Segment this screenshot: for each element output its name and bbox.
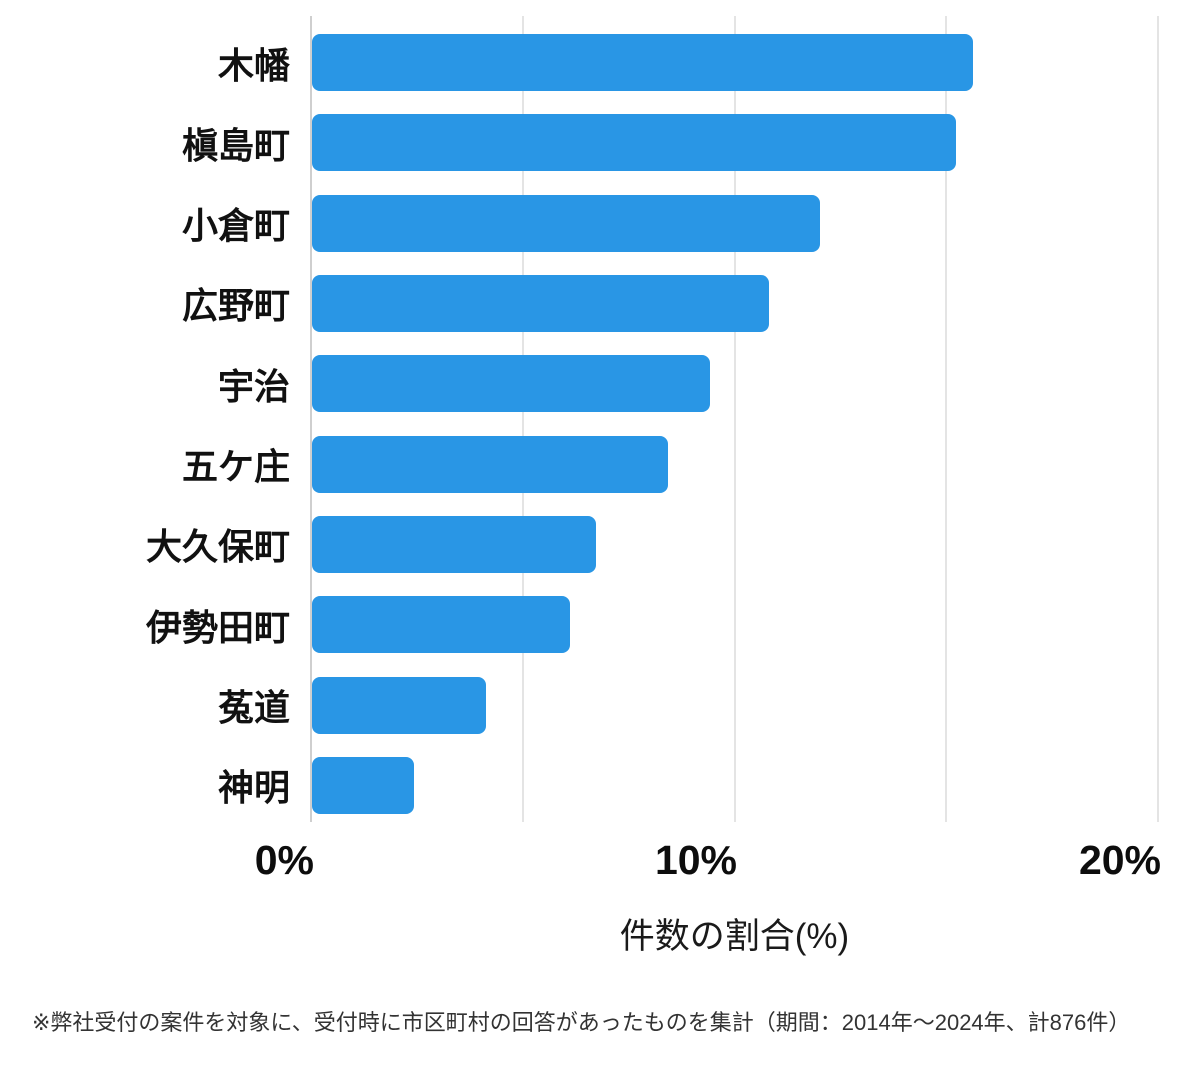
footnote-text: ※弊社受付の案件を対象に、受付時に市区町村の回答があったものを集計（期間：201…: [32, 1010, 1131, 1035]
x-tick-label-10: 10%: [654, 837, 737, 883]
gridline: [733, 16, 736, 822]
bar: [312, 676, 486, 734]
gridline: [1157, 16, 1159, 822]
category-label: 木幡: [217, 44, 290, 86]
category-label: 広野町: [181, 285, 290, 327]
category-label: 伊勢田町: [145, 606, 290, 648]
bar: [312, 274, 770, 332]
bar: [312, 515, 596, 573]
y-axis-line: [310, 16, 312, 822]
category-label: 菟道: [217, 687, 290, 729]
bar: [312, 34, 973, 91]
category-label: 神明: [217, 767, 290, 809]
category-label: 五ケ庄: [181, 446, 290, 488]
x-tick-label-20: 20%: [1078, 837, 1161, 883]
bar: [312, 596, 571, 654]
bar: [312, 114, 956, 172]
bar: [312, 355, 711, 413]
category-label: 槇島町: [181, 124, 290, 166]
category-label: 大久保町: [145, 526, 290, 568]
x-axis-title: 件数の割合(%): [619, 917, 850, 956]
category-label: 小倉町: [181, 205, 290, 247]
bar: [312, 194, 821, 252]
category-label: 宇治: [217, 365, 290, 407]
bar: [312, 756, 414, 814]
gridline: [945, 16, 948, 822]
bar: [312, 435, 668, 493]
x-tick-label-0: 0%: [254, 837, 314, 883]
gridline: [521, 16, 524, 822]
